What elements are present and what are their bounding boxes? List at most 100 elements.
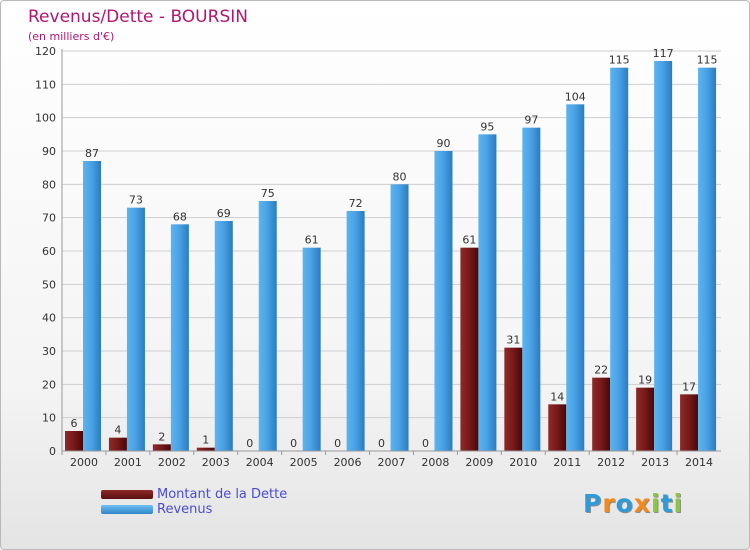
- data-label-dette: 1: [202, 434, 209, 447]
- bar-revenus: [654, 61, 673, 451]
- bar-revenus: [434, 151, 453, 451]
- legend-swatch-dette: [101, 490, 153, 499]
- bar-revenus: [566, 104, 585, 451]
- x-tick-label: 2010: [509, 456, 537, 469]
- proxiti-logo: Proxiti: [583, 489, 683, 518]
- x-tick-label: 2014: [685, 456, 713, 469]
- data-label-dette: 6: [71, 417, 78, 430]
- bar-revenus: [258, 201, 277, 451]
- bar-revenus: [126, 207, 145, 451]
- y-tick-label: 30: [42, 345, 56, 358]
- bar-dette: [108, 437, 127, 451]
- bar-dette: [65, 431, 83, 451]
- data-label-revenus: 80: [393, 170, 407, 183]
- bar-revenus: [214, 221, 233, 451]
- data-label-revenus: 97: [524, 114, 538, 127]
- y-tick-label: 70: [42, 212, 56, 225]
- x-tick-label: 2004: [246, 456, 274, 469]
- x-tick-label: 2002: [158, 456, 186, 469]
- data-label-dette: 14: [550, 390, 564, 403]
- x-tick-label: 2007: [378, 456, 406, 469]
- data-label-dette: 17: [682, 380, 696, 393]
- data-label-dette: 2: [158, 430, 165, 443]
- logo-letter: P: [583, 489, 603, 518]
- bars-layer: [65, 61, 717, 452]
- data-label-revenus: 87: [85, 147, 99, 160]
- bar-dette: [680, 394, 699, 451]
- data-label-dette: 4: [114, 424, 121, 437]
- y-tick-label: 60: [42, 245, 56, 258]
- legend-item-revenus: Revenus: [101, 502, 212, 517]
- data-label-dette: 22: [594, 364, 608, 377]
- chart-title: Revenus/Dette - BOURSIN: [28, 7, 248, 27]
- y-tick-label: 20: [42, 378, 56, 391]
- y-tick-label: 80: [42, 178, 56, 191]
- data-label-revenus: 61: [305, 234, 319, 247]
- bar-dette: [504, 347, 523, 451]
- y-tick-label: 40: [42, 312, 56, 325]
- data-label-revenus: 72: [349, 197, 363, 210]
- data-label-revenus: 115: [609, 54, 630, 67]
- bar-dette: [592, 377, 611, 451]
- legend-label-dette: Montant de la Dette: [157, 487, 288, 502]
- y-tick-label: 100: [35, 112, 56, 125]
- bar-revenus: [346, 211, 365, 451]
- x-tick-label: 2000: [70, 456, 98, 469]
- data-label-revenus: 90: [436, 137, 450, 150]
- logo-letter: x: [633, 489, 651, 518]
- logo-letter: i: [651, 489, 661, 518]
- data-label-revenus: 69: [217, 207, 231, 220]
- data-label-revenus: 115: [697, 54, 718, 67]
- bar-dette: [196, 447, 215, 451]
- data-label-dette: 0: [290, 437, 297, 450]
- x-tick-label: 2009: [465, 456, 493, 469]
- bar-revenus: [390, 184, 409, 452]
- data-label-dette: 19: [638, 374, 652, 387]
- legend-swatch-revenus: [101, 505, 153, 514]
- x-tick-label: 2011: [553, 456, 581, 469]
- labels-layer: 6 87 4 73 2 68 1 69 0 75 0 61 0 72 0 80 0 90 61 95 31 97 14 104…: [71, 47, 718, 450]
- legend-label-revenus: Revenus: [157, 502, 213, 517]
- bar-revenus: [170, 224, 189, 451]
- data-label-dette: 0: [378, 437, 385, 450]
- y-tick-label: 90: [42, 145, 56, 158]
- x-tick-label: 2003: [202, 456, 230, 469]
- x-tick-label: 2008: [421, 456, 449, 469]
- bar-revenus: [302, 247, 321, 451]
- bar-revenus: [610, 67, 629, 452]
- data-label-dette: 31: [506, 334, 520, 347]
- data-label-revenus: 68: [173, 210, 187, 223]
- chart-subtitle: (en milliers d'€): [28, 30, 115, 43]
- data-label-dette: 0: [246, 437, 253, 450]
- data-label-revenus: 75: [261, 187, 275, 200]
- data-label-revenus: 104: [565, 90, 586, 103]
- data-label-dette: 61: [462, 234, 476, 247]
- x-tick-label: 2013: [641, 456, 669, 469]
- data-label-dette: 0: [422, 437, 429, 450]
- x-tick-label: 2005: [290, 456, 318, 469]
- x-tick-label: 2012: [597, 456, 625, 469]
- bar-dette: [460, 247, 479, 451]
- y-tick-label: 50: [42, 278, 56, 291]
- x-tick-label: 2001: [114, 456, 142, 469]
- legend-item-dette: Montant de la Dette: [101, 487, 287, 502]
- bar-dette: [152, 444, 171, 451]
- bar-revenus: [478, 134, 497, 452]
- bar-revenus: [522, 127, 541, 452]
- data-label-revenus: 73: [129, 194, 143, 207]
- bar-dette: [548, 404, 567, 451]
- x-tick-label: 2006: [334, 456, 362, 469]
- y-tick-label: 10: [42, 412, 56, 425]
- logo-letter: r: [602, 489, 616, 518]
- y-tick-label: 110: [35, 78, 56, 91]
- y-tick-label: 120: [35, 45, 56, 58]
- bar-dette: [636, 387, 655, 451]
- data-label-revenus: 117: [653, 47, 674, 60]
- bar-revenus: [698, 67, 717, 452]
- bar-revenus: [83, 161, 101, 451]
- logo-letter: o: [615, 489, 634, 518]
- data-label-dette: 0: [334, 437, 341, 450]
